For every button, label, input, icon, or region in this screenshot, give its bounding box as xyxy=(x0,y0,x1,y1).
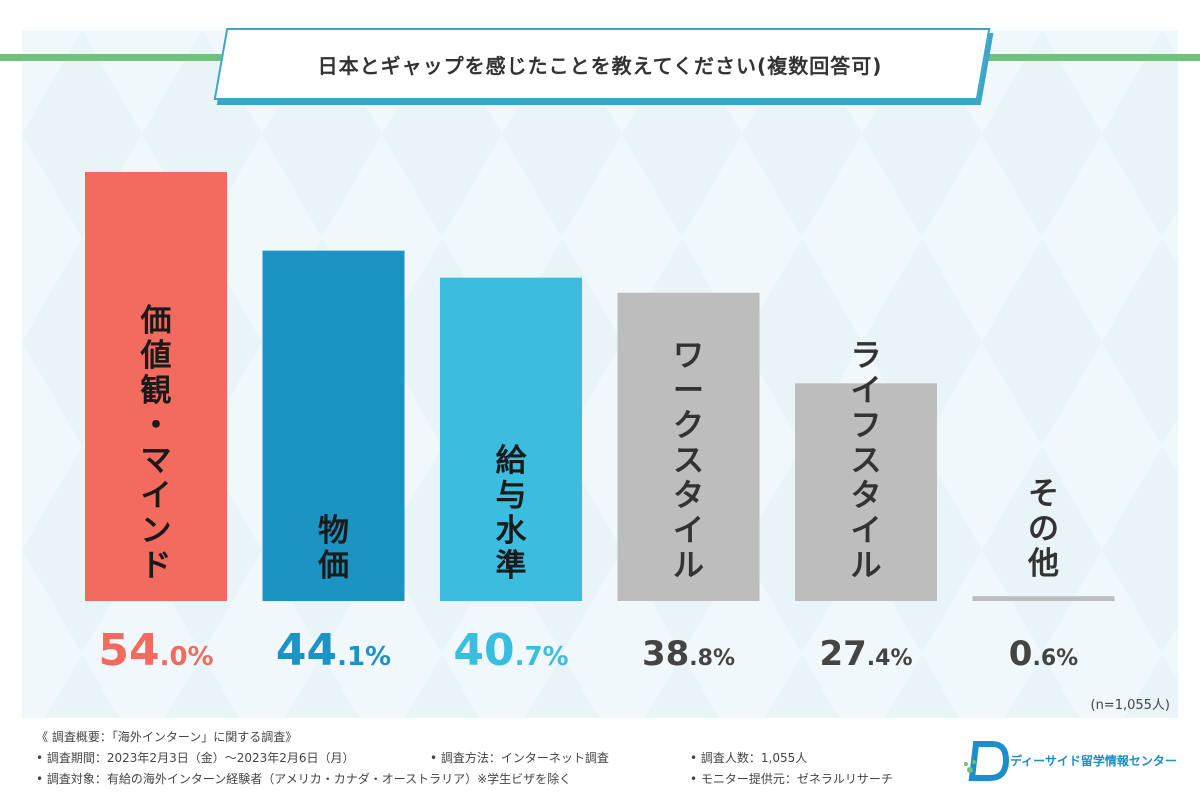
decorative-line-left xyxy=(0,54,240,61)
category-label-1: 価値観・マインド xyxy=(140,303,172,584)
chart-title: 日本とギャップを感じたことを教えてください(複数回答可) xyxy=(317,53,883,78)
survey-footer: 《 調査概要：「海外インターン」に関する調査》 • 調査期間：2023年2月3日… xyxy=(0,722,1200,800)
bar-5 xyxy=(795,383,937,601)
value-label-5: 27.4% xyxy=(819,634,912,674)
bar-4 xyxy=(617,292,760,601)
value-label-3: 40.7% xyxy=(453,625,568,676)
category-label-4: ワークスタイル xyxy=(673,338,704,584)
decorative-line-right xyxy=(960,54,1200,61)
bar-chart: 価値観・マインド 54.0% 物価 44.1% 給与水準 40.7% ワークスタイル 38.8… xyxy=(85,172,1115,676)
category-label-3: 給与水準 xyxy=(496,443,528,584)
survey-method: • 調査方法：インターネット調査 xyxy=(430,751,609,765)
bar-3 xyxy=(440,277,582,601)
bar-6 xyxy=(972,596,1115,601)
bar-1 xyxy=(85,172,227,601)
survey-count: • 調査人数：1,055人 xyxy=(690,751,808,765)
value-label-4: 38.8% xyxy=(642,634,735,674)
value-label-1: 54.0% xyxy=(98,625,213,676)
logo-text: ディーサイド留学情報センター xyxy=(1010,754,1177,768)
survey-target: • 調査対象：有給の海外インターン経験者（アメリカ・カナダ・オーストラリア）※学… xyxy=(36,772,572,786)
value-label-6: 0.6% xyxy=(1009,634,1078,674)
value-label-2: 44.1% xyxy=(276,625,391,676)
d-logo-icon xyxy=(964,741,1010,781)
survey-provider: • モニター提供元：ゼネラルリサーチ xyxy=(690,772,893,786)
category-label-2: 物価 xyxy=(317,513,349,584)
survey-period: • 調査期間：2023年2月3日（金）～2023年2月6日（月） xyxy=(36,751,355,765)
bar-2 xyxy=(262,250,405,601)
chart-background xyxy=(22,30,1178,718)
category-label-5: ライフスタイル xyxy=(851,338,882,584)
survey-summary: 《 調査概要：「海外インターン」に関する調査》 xyxy=(36,730,298,744)
sample-size-note: (n=1,055人) xyxy=(1090,698,1171,713)
category-label-6: その他 xyxy=(1027,476,1059,582)
